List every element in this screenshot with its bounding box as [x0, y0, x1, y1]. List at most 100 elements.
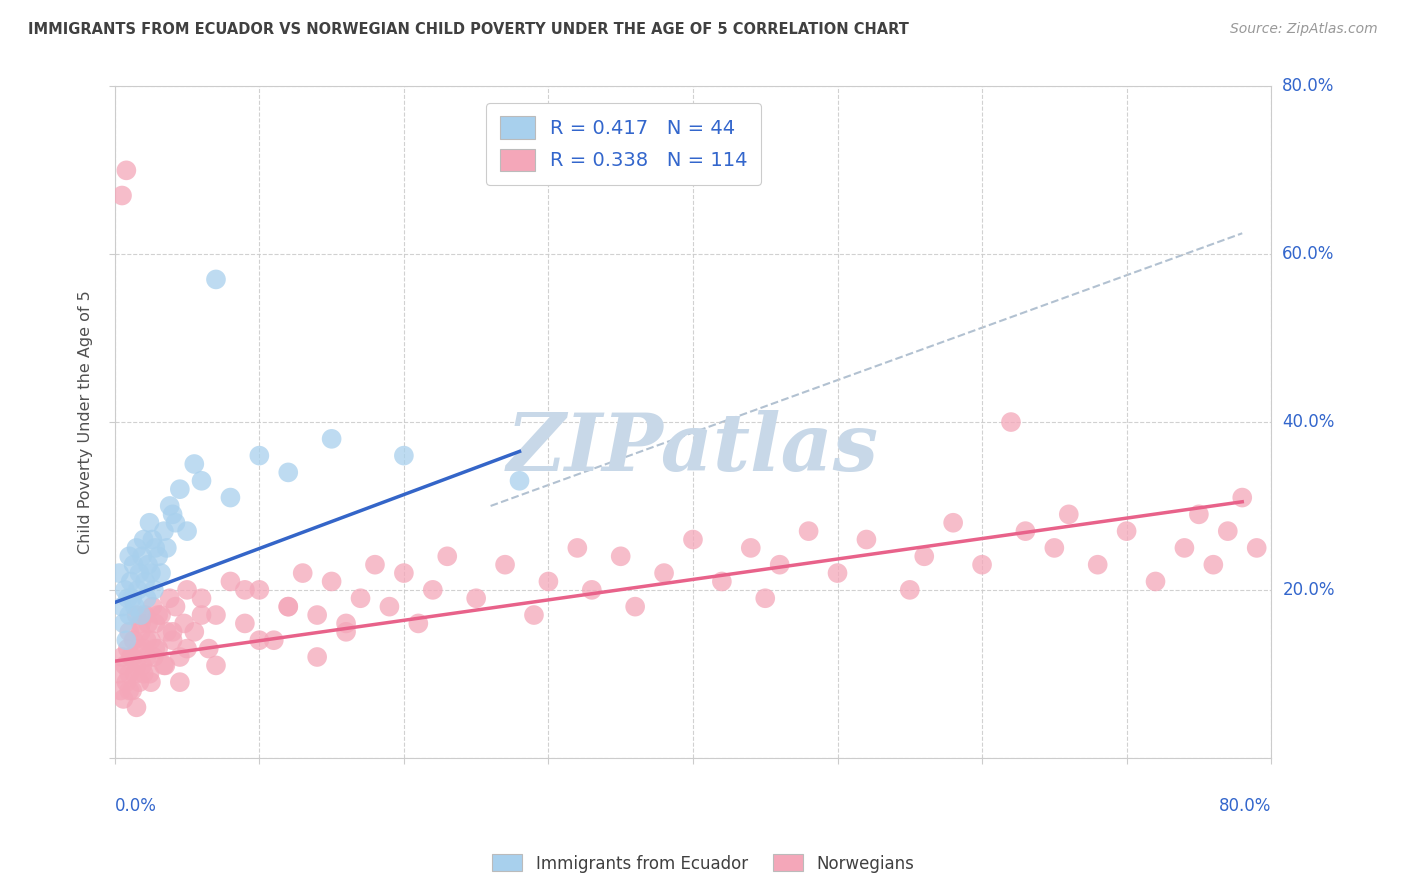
Point: [121, 650, 143, 665]
Point: [173, 616, 195, 631]
Point: [125, 608, 148, 623]
Point: [117, 591, 139, 606]
Point: [143, 541, 166, 555]
Point: [156, 624, 179, 639]
Point: [143, 641, 166, 656]
Point: [1216, 524, 1239, 538]
Point: [247, 449, 270, 463]
Text: 80.0%: 80.0%: [1282, 78, 1334, 95]
Point: [509, 474, 531, 488]
Point: [155, 658, 177, 673]
Point: [159, 591, 181, 606]
Point: [247, 633, 270, 648]
Point: [335, 616, 357, 631]
Point: [1014, 524, 1036, 538]
Point: [277, 466, 299, 480]
Point: [190, 591, 212, 606]
Legend: R = 0.417   N = 44, R = 0.338   N = 114: R = 0.417 N = 44, R = 0.338 N = 114: [486, 103, 761, 185]
Point: [263, 633, 285, 648]
Point: [143, 616, 166, 631]
Point: [205, 608, 228, 623]
Point: [118, 683, 141, 698]
Point: [125, 658, 148, 673]
Text: 80.0%: 80.0%: [1219, 797, 1271, 814]
Point: [132, 666, 155, 681]
Point: [1188, 508, 1211, 522]
Text: 0.0%: 0.0%: [115, 797, 156, 814]
Point: [1232, 491, 1254, 505]
Point: [115, 633, 138, 648]
Point: [740, 541, 762, 555]
Point: [135, 633, 157, 648]
Point: [165, 516, 187, 530]
Point: [233, 616, 256, 631]
Point: [855, 533, 877, 547]
Point: [150, 566, 173, 580]
Point: [129, 608, 152, 623]
Point: [115, 163, 138, 178]
Point: [129, 616, 152, 631]
Point: [108, 566, 131, 580]
Point: [307, 608, 329, 623]
Point: [197, 641, 219, 656]
Point: [1173, 541, 1195, 555]
Point: [141, 599, 163, 614]
Point: [136, 558, 159, 572]
Point: [769, 558, 792, 572]
Point: [139, 566, 162, 580]
Point: [112, 692, 135, 706]
Point: [494, 558, 516, 572]
Point: [118, 549, 141, 564]
Point: [942, 516, 965, 530]
Point: [205, 658, 228, 673]
Text: IMMIGRANTS FROM ECUADOR VS NORWEGIAN CHILD POVERTY UNDER THE AGE OF 5 CORRELATIO: IMMIGRANTS FROM ECUADOR VS NORWEGIAN CHI…: [28, 22, 910, 37]
Point: [127, 582, 149, 597]
Point: [183, 624, 205, 639]
Point: [146, 608, 169, 623]
Point: [624, 599, 647, 614]
Point: [153, 524, 176, 538]
Legend: Immigrants from Ecuador, Norwegians: Immigrants from Ecuador, Norwegians: [485, 847, 921, 880]
Point: [138, 516, 160, 530]
Point: [132, 641, 155, 656]
Point: [120, 650, 142, 665]
Point: [135, 650, 157, 665]
Point: [1144, 574, 1167, 589]
Point: [537, 574, 560, 589]
Point: [797, 524, 820, 538]
Point: [183, 457, 205, 471]
Point: [1057, 508, 1080, 522]
Text: ZIPatlas: ZIPatlas: [508, 410, 879, 488]
Point: [121, 683, 143, 698]
Point: [392, 449, 415, 463]
Point: [165, 599, 187, 614]
Point: [307, 650, 329, 665]
Point: [134, 608, 156, 623]
Point: [754, 591, 776, 606]
Point: [392, 566, 415, 580]
Text: 40.0%: 40.0%: [1282, 413, 1334, 431]
Point: [827, 566, 849, 580]
Point: [609, 549, 631, 564]
Point: [125, 541, 148, 555]
Point: [970, 558, 993, 572]
Point: [120, 574, 142, 589]
Point: [108, 666, 131, 681]
Point: [124, 599, 146, 614]
Point: [1202, 558, 1225, 572]
Point: [138, 666, 160, 681]
Point: [169, 650, 191, 665]
Point: [169, 482, 191, 496]
Point: [128, 566, 150, 580]
Point: [159, 499, 181, 513]
Point: [581, 582, 603, 597]
Point: [176, 641, 198, 656]
Point: [710, 574, 733, 589]
Point: [169, 675, 191, 690]
Point: [1087, 558, 1109, 572]
Point: [111, 188, 134, 202]
Point: [111, 650, 134, 665]
Point: [1246, 541, 1268, 555]
Point: [142, 650, 165, 665]
Point: [142, 582, 165, 597]
